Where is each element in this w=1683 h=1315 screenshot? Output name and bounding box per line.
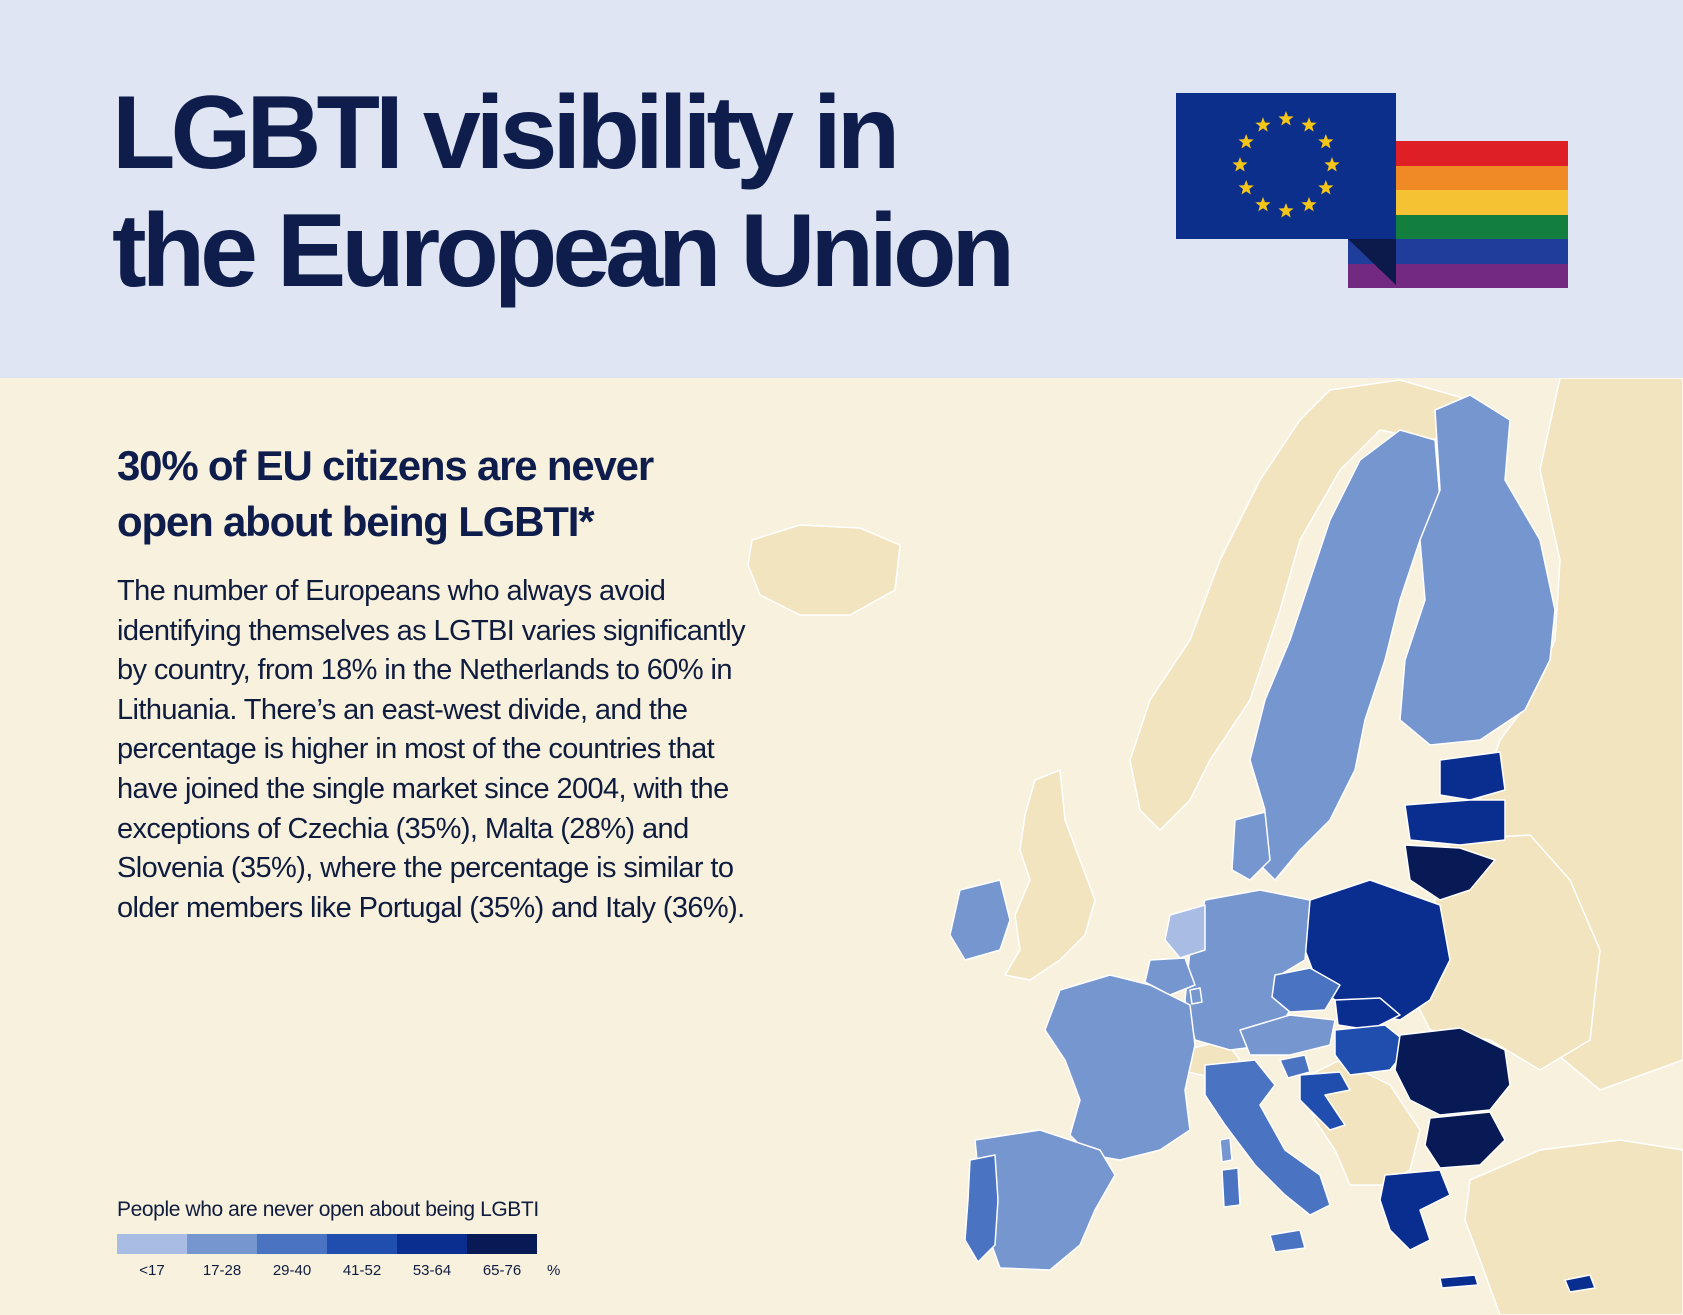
eu-star-icon: [1318, 180, 1334, 195]
page-title: LGBTI visibility in the European Union: [112, 74, 1015, 310]
legend-swatch: [117, 1234, 187, 1254]
legend-label: 17-28: [202, 1262, 242, 1279]
map-country-bulgaria: [1424, 1111, 1506, 1169]
map-island-sardinia: [1221, 1167, 1241, 1208]
map-land-turkey: [1464, 1139, 1683, 1315]
legend-labels: <17 17-28 29-40 41-52 53-64 65-76 %: [117, 1262, 577, 1286]
map-country-lithuania: [1404, 844, 1496, 901]
legend-label: 41-52: [342, 1262, 382, 1279]
legend-swatch: [397, 1234, 467, 1254]
eu-star-icon: [1278, 111, 1294, 126]
eu-star-icon: [1255, 196, 1271, 212]
map-island-corsica: [1219, 1137, 1233, 1163]
eu-star-icon: [1278, 203, 1294, 218]
eu-flag-icon: [1176, 93, 1396, 239]
map-country-slovenia: [1279, 1054, 1311, 1079]
flag-fold-shadow: [1348, 239, 1396, 285]
eu-star-icon: [1301, 196, 1317, 212]
map-country-ireland: [949, 879, 1011, 961]
map-country-netherlands: [1164, 904, 1206, 959]
europe-choropleth-map: [747, 378, 1683, 1315]
map-country-france: [1044, 974, 1196, 1161]
title-line-1: LGBTI visibility in: [112, 75, 900, 191]
map-country-slovakia: [1334, 997, 1401, 1031]
legend-label: 29-40: [272, 1262, 312, 1279]
legend-swatch: [467, 1234, 537, 1254]
map-country-luxembourg: [1189, 987, 1203, 1005]
map-country-austria: [1239, 1014, 1336, 1056]
map-country-finland: [1399, 394, 1556, 746]
map-country-hungary: [1334, 1024, 1411, 1076]
legend-unit: %: [547, 1262, 561, 1279]
legend-title: People who are never open about being LG…: [117, 1198, 539, 1221]
eu-star-icon: [1238, 180, 1254, 195]
map-country-czechia: [1271, 967, 1341, 1013]
body-paragraph: The number of Europeans who always avoid…: [117, 575, 746, 924]
legend-swatch: [327, 1234, 397, 1254]
eu-star-icon: [1238, 134, 1254, 149]
map-country-portugal: [964, 1154, 999, 1263]
eu-star-icon: [1318, 134, 1334, 149]
title-line-2: the European Union: [112, 193, 1015, 309]
subtitle: 30% of EU citizens are never open about …: [117, 442, 654, 545]
map-land-uk: [1004, 769, 1096, 981]
map-land-iceland: [747, 524, 901, 616]
map-country-croatia: [1299, 1071, 1351, 1131]
legend-label: <17: [139, 1262, 165, 1279]
legend-label: 53-64: [412, 1262, 452, 1279]
eu-star-icon: [1301, 117, 1317, 132]
map-island-crete: [1439, 1274, 1479, 1289]
eu-star-icon: [1324, 157, 1340, 172]
map-country-denmark: [1231, 811, 1271, 881]
legend-label: 65-76: [482, 1262, 522, 1279]
eu-star-icon: [1255, 117, 1271, 132]
legend-swatch: [257, 1234, 327, 1254]
eu-stars: [1232, 111, 1340, 218]
map-country-estonia: [1439, 751, 1506, 801]
map-country-italy: [1204, 1059, 1331, 1216]
header-banner: LGBTI visibility in the European Union: [0, 0, 1683, 378]
map-country-cyprus: [1564, 1274, 1596, 1293]
map-country-romania: [1394, 1027, 1511, 1116]
legend-color-bar: [117, 1234, 577, 1254]
map-country-belgium: [1144, 957, 1196, 996]
map-legend: People who are never open about being LG…: [117, 1198, 577, 1286]
map-country-latvia: [1404, 799, 1506, 846]
map-country-greece: [1379, 1169, 1451, 1251]
map-island-sicily: [1269, 1229, 1306, 1253]
eu-star-icon: [1232, 157, 1248, 172]
legend-swatch: [187, 1234, 257, 1254]
flags-illustration: [1176, 93, 1568, 289]
